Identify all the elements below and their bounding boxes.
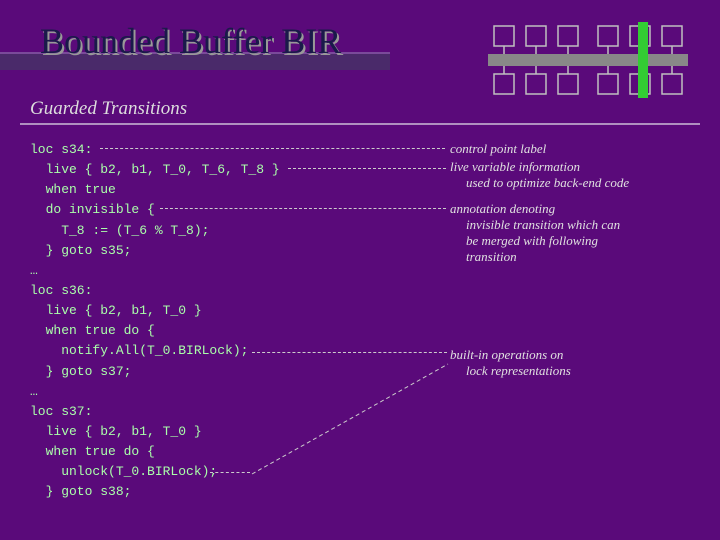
- code-line: …: [30, 384, 38, 399]
- annotation-invisible-4: transition: [466, 248, 517, 266]
- leader-line: [160, 208, 446, 209]
- code-line: when true: [30, 182, 116, 197]
- code-block: loc s34: live { b2, b1, T_0, T_6, T_8 } …: [30, 140, 430, 503]
- code-line: live { b2, b1, T_0 }: [30, 303, 202, 318]
- code-line: loc s36:: [30, 283, 92, 298]
- code-line: } goto s37;: [30, 364, 131, 379]
- code-line: } goto s38;: [30, 484, 131, 499]
- code-line: when true do {: [30, 323, 155, 338]
- code-line: notify.All(T_0.BIRLock);: [30, 343, 248, 358]
- code-line: do invisible {: [30, 202, 155, 217]
- leader-line: [252, 352, 447, 353]
- subtitle-underline: [20, 123, 700, 125]
- leader-line: [288, 168, 446, 169]
- code-line: T_8 := (T_6 % T_8);: [30, 223, 209, 238]
- leader-line: [210, 472, 250, 473]
- subtitle: Guarded Transitions: [30, 98, 187, 120]
- slide-title: Bounded Buffer BIR: [40, 20, 720, 62]
- code-line: …: [30, 263, 38, 278]
- code-line: unlock(T_0.BIRLock);: [30, 464, 217, 479]
- code-line: when true do {: [30, 444, 155, 459]
- code-line: loc s34:: [30, 142, 92, 157]
- code-line: loc s37:: [30, 404, 92, 419]
- code-line: live { b2, b1, T_0, T_6, T_8 }: [30, 162, 280, 177]
- annotation-control-point: control point label: [450, 140, 546, 158]
- code-line: live { b2, b1, T_0 }: [30, 424, 202, 439]
- code-line: } goto s35;: [30, 243, 131, 258]
- annotation-live-var-2: used to optimize back-end code: [466, 174, 629, 192]
- leader-line: [100, 148, 445, 149]
- annotation-builtin-2: lock representations: [466, 362, 571, 380]
